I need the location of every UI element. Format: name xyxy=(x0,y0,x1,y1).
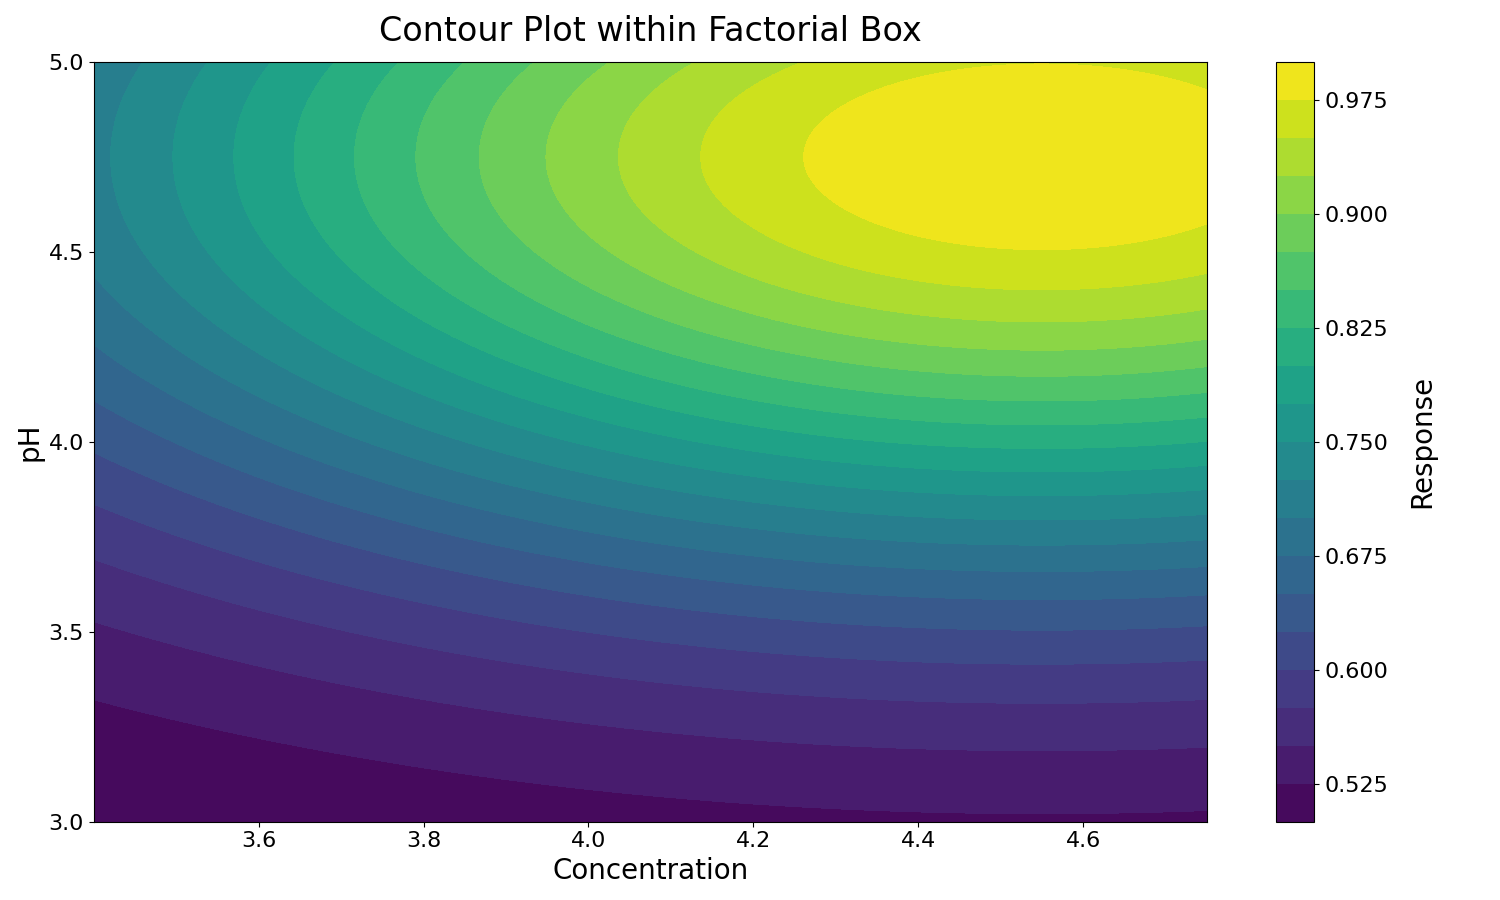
Y-axis label: Response: Response xyxy=(1408,375,1437,508)
X-axis label: Concentration: Concentration xyxy=(552,857,748,885)
Y-axis label: pH: pH xyxy=(15,422,44,461)
Title: Contour Plot within Factorial Box: Contour Plot within Factorial Box xyxy=(380,15,921,48)
